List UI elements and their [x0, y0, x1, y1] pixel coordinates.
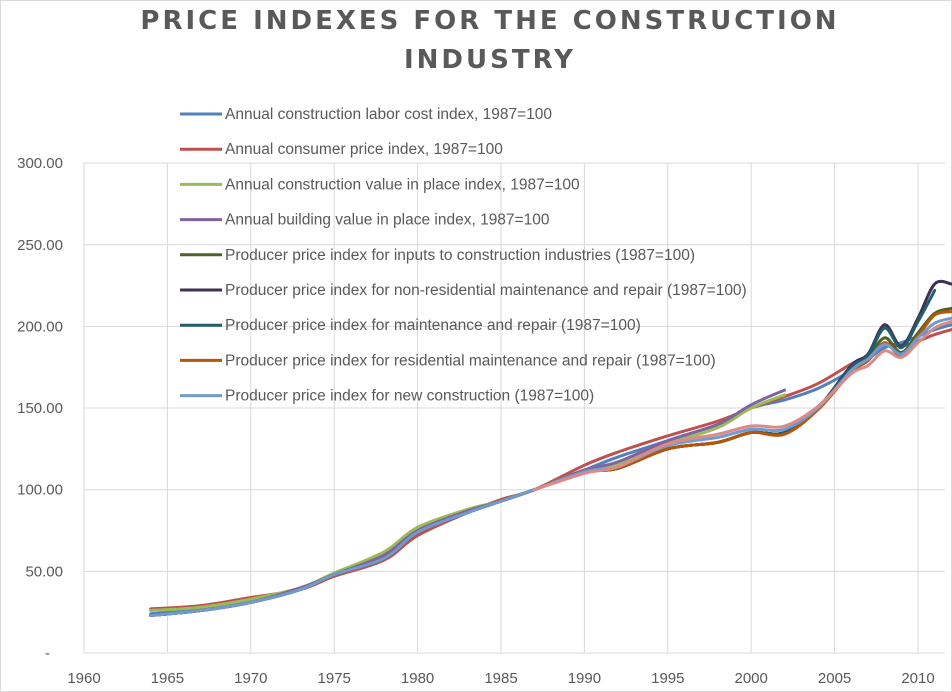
series-line-10	[532, 320, 952, 492]
series-line-2	[149, 328, 952, 611]
y-tick-label: 100.00	[17, 482, 63, 499]
x-tick-label: 1960	[67, 670, 100, 687]
y-tick-label: 200.00	[17, 318, 63, 335]
x-tick-label: 1975	[318, 670, 351, 687]
y-tick-label: 300.00	[17, 155, 63, 172]
x-tick-label: 2005	[818, 670, 851, 687]
y-tick-label: -	[45, 645, 50, 662]
legend-label: Producer price index for new constructio…	[225, 388, 594, 405]
legend-label: Producer price index for inputs to const…	[225, 247, 695, 264]
legend-label: Annual construction labor cost index, 19…	[225, 106, 552, 123]
y-tick-label: 50.00	[25, 563, 63, 580]
series-line-4	[149, 388, 787, 617]
chart-title-line-1: PRICE INDEXES FOR THE CONSTRUCTION	[140, 6, 840, 36]
legend-label: Annual building value in place index, 19…	[225, 212, 550, 229]
legend-label: Producer price index for non-residential…	[225, 282, 747, 299]
x-tick-label: 1965	[151, 670, 184, 687]
x-tick-label: 1990	[568, 670, 601, 687]
y-tick-label: 250.00	[17, 237, 63, 254]
x-tick-label: 1970	[234, 670, 267, 687]
legend-label: Producer price index for residential mai…	[225, 352, 716, 369]
legend-label: Producer price index for maintenance and…	[225, 317, 641, 334]
chart-title-line-2: INDUSTRY	[403, 45, 576, 75]
series-line-7	[149, 288, 937, 617]
y-tick-label: 150.00	[17, 400, 63, 417]
legend-label: Annual consumer price index, 1987=100	[225, 141, 503, 158]
legend-label: Annual construction value in place index…	[225, 176, 580, 193]
x-tick-label: 1985	[484, 670, 517, 687]
x-tick-label: 1980	[401, 670, 434, 687]
series-line-3	[149, 393, 787, 613]
x-tick-label: 1995	[651, 670, 684, 687]
x-tick-label: 2010	[901, 670, 934, 687]
x-tick-label: 2000	[735, 670, 768, 687]
